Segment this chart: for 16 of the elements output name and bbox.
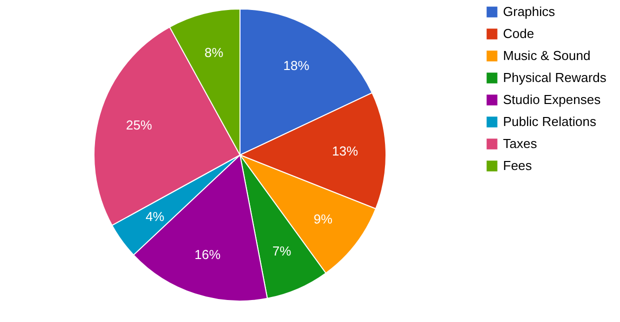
legend-label: Music & Sound — [503, 48, 590, 63]
legend-label: Fees — [503, 158, 532, 173]
data-label: 7% — [272, 243, 292, 258]
data-label: 9% — [314, 211, 333, 226]
legend-label: Code — [503, 26, 534, 41]
data-label: 18% — [283, 58, 310, 74]
legend-label: Taxes — [503, 136, 538, 151]
legend-label: Studio Expenses — [503, 92, 602, 107]
data-label: 16% — [194, 246, 221, 262]
legend-label: Public Relations — [503, 114, 597, 129]
legend-label: Physical Rewards — [503, 70, 607, 85]
data-label: 8% — [204, 45, 224, 60]
data-label: 25% — [126, 118, 152, 133]
legend-label: Graphics — [503, 4, 556, 19]
data-label: 13% — [332, 144, 359, 159]
data-label: 4% — [146, 208, 165, 224]
